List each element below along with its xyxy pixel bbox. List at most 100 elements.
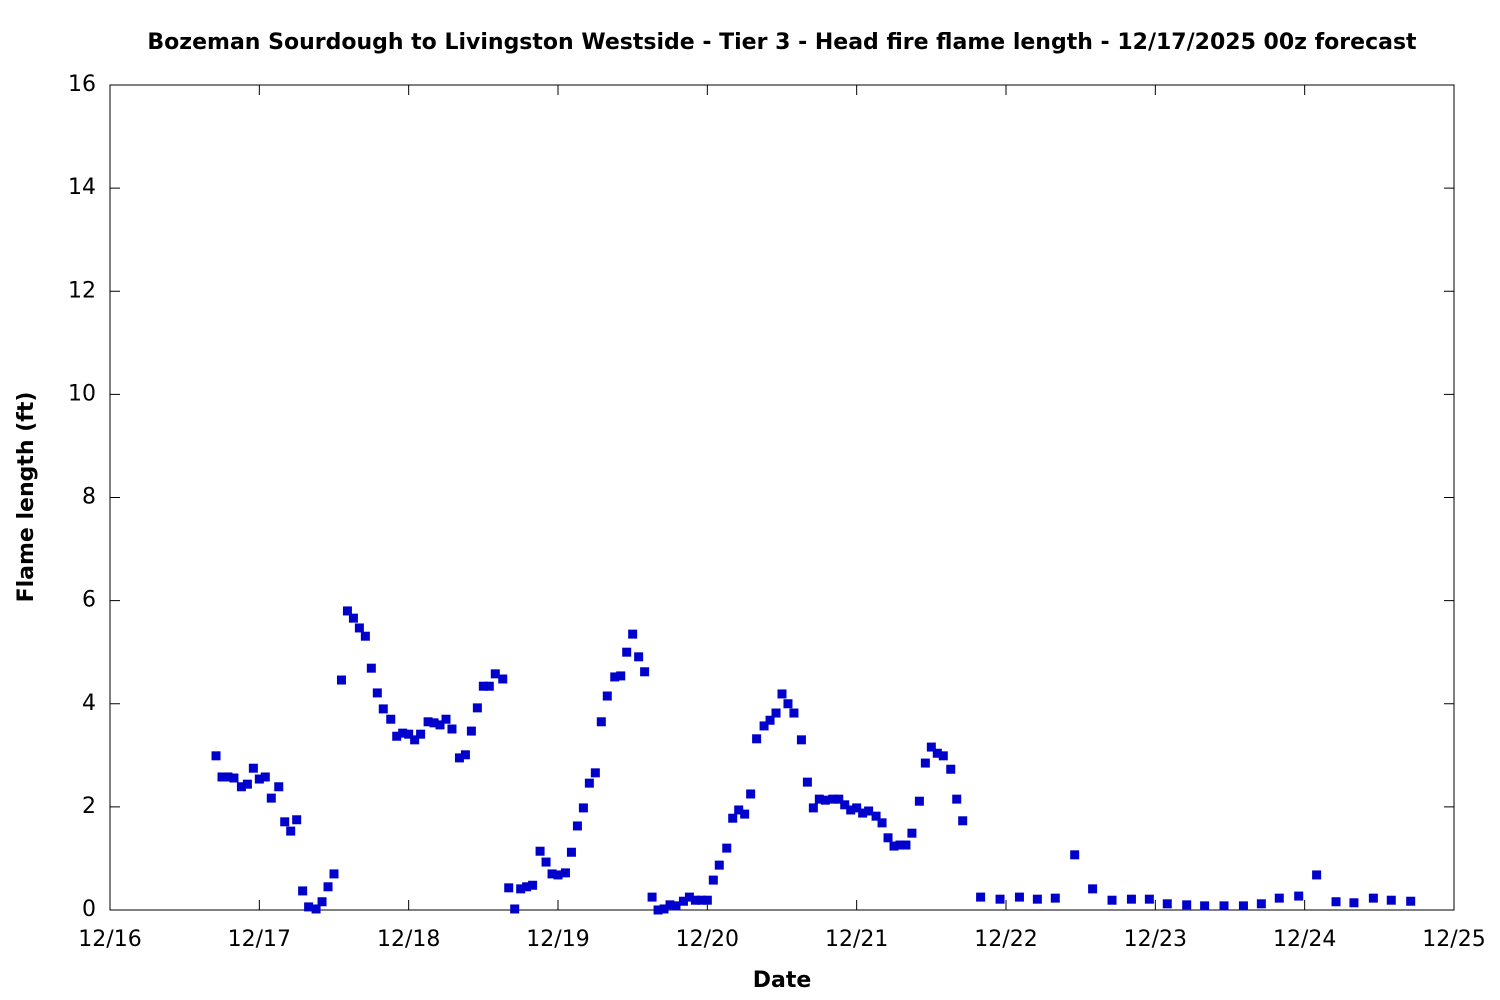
point [777, 689, 787, 699]
point [298, 886, 308, 896]
point [796, 735, 806, 745]
point [590, 768, 600, 778]
x-tick-label: 12/19 [526, 927, 589, 952]
point [329, 869, 339, 879]
point [820, 795, 830, 805]
point [995, 894, 1005, 904]
point [895, 840, 905, 850]
point [952, 794, 962, 804]
y-tick-label: 14 [68, 175, 96, 200]
y-tick-label: 0 [82, 897, 96, 922]
point [722, 843, 732, 853]
point [378, 704, 388, 714]
point [926, 742, 936, 752]
point [864, 806, 874, 816]
point [478, 681, 488, 691]
point [1088, 884, 1098, 894]
point [1107, 895, 1117, 905]
point [616, 671, 626, 681]
point [690, 895, 700, 905]
point [938, 751, 948, 761]
point [578, 803, 588, 813]
point [348, 613, 358, 623]
point [1238, 901, 1248, 911]
point [714, 860, 724, 870]
x-tick-label: 12/17 [228, 927, 291, 952]
point [342, 606, 352, 616]
point [1349, 898, 1359, 908]
point [242, 779, 252, 789]
point [1014, 892, 1024, 902]
point [323, 882, 333, 892]
y-axis-label: Flame length (ft) [14, 392, 39, 603]
point [398, 728, 408, 738]
point [1256, 899, 1266, 909]
point [684, 892, 694, 902]
point [1144, 894, 1154, 904]
point [510, 904, 520, 914]
chart-title: Bozeman Sourdough to Livingston Westside… [147, 30, 1417, 55]
plot-frame [109, 84, 1455, 911]
point [229, 773, 239, 783]
x-tick-label: 12/21 [825, 927, 888, 952]
y-tick-label: 4 [82, 691, 96, 716]
point [454, 753, 464, 763]
point [1312, 870, 1322, 880]
point [596, 717, 606, 727]
point [771, 708, 781, 718]
point [828, 794, 838, 804]
point [610, 672, 620, 682]
point [808, 803, 818, 813]
point [1406, 896, 1416, 906]
point [1162, 899, 1172, 909]
point [708, 875, 718, 885]
point [958, 816, 968, 826]
point [889, 841, 899, 851]
y-tick-label: 6 [82, 588, 96, 613]
point [248, 763, 258, 773]
x-tick-label: 12/18 [377, 927, 440, 952]
point [254, 774, 264, 784]
point [1219, 901, 1229, 911]
point [840, 800, 850, 810]
x-tick-label: 12/22 [974, 927, 1037, 952]
point [311, 904, 321, 914]
point [553, 870, 563, 880]
x-tick-label: 12/16 [78, 927, 141, 952]
point [484, 681, 494, 691]
point [834, 794, 844, 804]
point [522, 882, 532, 892]
x-tick-label: 12/25 [1422, 927, 1485, 952]
point [584, 778, 594, 788]
point [354, 623, 364, 633]
point [266, 793, 276, 803]
point [566, 847, 576, 857]
point [392, 731, 402, 741]
point [260, 772, 270, 782]
point [541, 857, 551, 867]
x-axis-label: Date [753, 968, 812, 993]
point [490, 669, 500, 679]
point [1368, 893, 1378, 903]
point [217, 772, 227, 782]
point [653, 905, 663, 915]
point [1200, 901, 1210, 911]
point [441, 714, 451, 724]
point [435, 720, 445, 730]
point [914, 796, 924, 806]
point [1274, 893, 1284, 903]
point [366, 663, 376, 673]
point [1126, 894, 1136, 904]
point [1182, 900, 1192, 910]
y-tick-label: 8 [82, 485, 96, 510]
point [814, 794, 824, 804]
point [671, 901, 681, 911]
point [236, 782, 246, 792]
point [274, 782, 284, 792]
point [640, 667, 650, 677]
point [211, 751, 221, 761]
point [460, 750, 470, 760]
point [372, 688, 382, 698]
point [528, 880, 538, 890]
